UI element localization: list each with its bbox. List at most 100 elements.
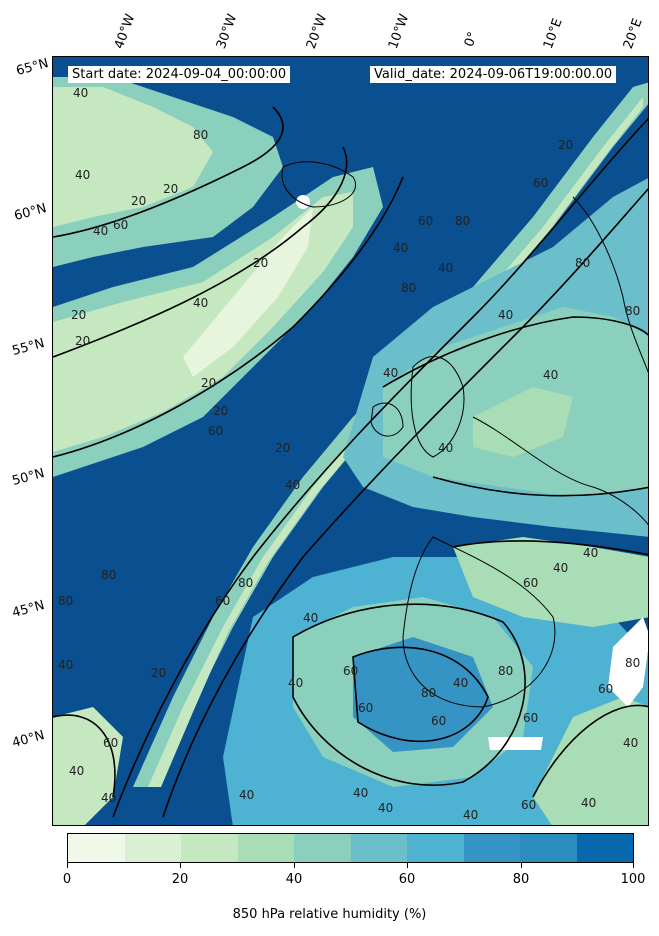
contour-label: 80 (625, 656, 640, 670)
contour-label: 60 (208, 424, 223, 438)
contour-line (162, 188, 648, 818)
contour-label: 60 (523, 576, 538, 590)
missing-data-patch-iceland (296, 195, 310, 209)
nw-dry-area (53, 87, 213, 227)
contour-label: 80 (421, 686, 436, 700)
contour-label: 60 (103, 736, 118, 750)
contour-label: 40 (288, 676, 303, 690)
colorbar-segment (463, 834, 520, 862)
contour-label: 40 (583, 546, 598, 560)
contour-label: 40 (73, 86, 88, 100)
humidity-map: 40 80 40 20 20 40 60 20 20 20 40 20 20 6… (52, 56, 649, 826)
colorbar-segment (68, 834, 125, 862)
contour-label: 40 (553, 561, 568, 575)
contour-label: 60 (533, 176, 548, 190)
contour-label: 40 (438, 261, 453, 275)
contour-label: 40 (239, 788, 254, 802)
contour-line (382, 316, 648, 388)
contour-label: 20 (151, 666, 166, 680)
contour-label: 60 (418, 214, 433, 228)
colorbar-tick (521, 863, 522, 868)
southern-swirl-core (353, 637, 493, 752)
lon-label-10w: 10°W (385, 12, 413, 51)
start-date-label: Start date: 2024-09-04_00:00:00 (68, 66, 291, 83)
scandinavia-coastline (572, 196, 648, 374)
lon-label-20e: 20°E (620, 16, 646, 51)
contour-label: 40 (69, 764, 84, 778)
contour-label: 80 (625, 304, 640, 318)
contour-label: 20 (71, 308, 86, 322)
contour-label: 60 (431, 714, 446, 728)
contour-line (53, 714, 116, 798)
lat-label-60n: 60°N (12, 201, 49, 224)
colorbar-tick (407, 863, 408, 868)
contour-label: 60 (358, 701, 373, 715)
lat-label-50n: 50°N (10, 466, 47, 489)
dry-filament-inner (148, 97, 643, 787)
contour-label: 60 (598, 682, 613, 696)
contour-label: 40 (438, 441, 453, 455)
contour-line (452, 540, 648, 556)
contour-label: 20 (131, 194, 146, 208)
colorbar-tick-label: 80 (512, 872, 530, 887)
contour-label: 40 (285, 478, 300, 492)
colorbar-tick-label: 60 (398, 872, 416, 887)
contour-line (53, 106, 284, 238)
colorbar-segment (294, 834, 351, 862)
contour-label: 20 (163, 182, 178, 196)
colorbar-segment (124, 834, 181, 862)
colorbar-tick (294, 863, 295, 868)
europe-coastline (472, 416, 648, 526)
contour-label: 40 (378, 801, 393, 815)
lat-label-65n: 65°N (14, 56, 51, 79)
colorbar-tick-label: 40 (285, 872, 303, 887)
contour-label: 40 (623, 736, 638, 750)
iberia-coastline (402, 536, 556, 708)
colorbar-tick-label: 100 (620, 872, 646, 887)
se-dry-area (453, 537, 648, 627)
contour-value-labels: 40 80 40 20 20 40 60 20 20 20 40 20 20 6… (58, 86, 640, 822)
colorbar-segment (181, 834, 238, 862)
contour-label: 40 (75, 168, 90, 182)
britain-coastline (410, 356, 465, 458)
contour-label: 20 (201, 376, 216, 390)
contour-label: 40 (193, 296, 208, 310)
contour-label: 40 (93, 224, 108, 238)
contour-label: 60 (521, 798, 536, 812)
contour-label: 60 (343, 664, 358, 678)
colorbar-tick (633, 863, 634, 868)
colorbar-tick (67, 863, 68, 868)
contour-label: 40 (353, 786, 368, 800)
colorbar-tick-label: 20 (171, 872, 189, 887)
europe-dry-patch (473, 387, 573, 457)
colorbar-segment (350, 834, 407, 862)
colorbar-tick-label: 0 (62, 872, 72, 887)
contour-label: 40 (303, 611, 318, 625)
missing-data-patch-east (608, 617, 648, 707)
valid-date-label: Valid_date: 2024-09-06T19:00:00.00 (370, 66, 617, 83)
lon-label-10e: 10°E (540, 16, 566, 51)
contour-label: 80 (193, 128, 208, 142)
contour-line (352, 646, 489, 743)
contour-label: 20 (253, 256, 268, 270)
contour-label: 20 (558, 138, 573, 152)
contour-label: 40 (383, 366, 398, 380)
lon-label-20w: 20°W (303, 12, 331, 51)
missing-data-patch-south (488, 737, 543, 750)
contour-label: 40 (101, 791, 116, 805)
contour-label: 20 (275, 441, 290, 455)
contour-label: 60 (113, 218, 128, 232)
contour-label: 60 (215, 594, 230, 608)
contour-label: 80 (455, 214, 470, 228)
contour-line (53, 176, 404, 458)
contour-label: 80 (575, 256, 590, 270)
lat-label-40n: 40°N (10, 728, 47, 751)
contour-label: 40 (463, 808, 478, 822)
contour-label: 40 (543, 368, 558, 382)
humidity-field-svg: 40 80 40 20 20 40 60 20 20 20 40 20 20 6… (53, 57, 648, 825)
contour-label: 40 (58, 658, 73, 672)
contour-lines (53, 106, 648, 818)
colorbar-segment (520, 834, 577, 862)
contour-label: 40 (453, 676, 468, 690)
colorbar-tick (180, 863, 181, 868)
